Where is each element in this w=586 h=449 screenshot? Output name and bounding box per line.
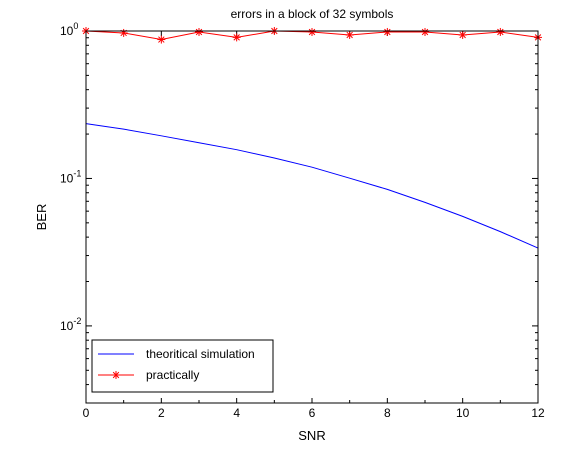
data-point-practically xyxy=(308,27,316,36)
x-tick-label: 4 xyxy=(233,406,240,420)
y-tick-label: 100 xyxy=(60,21,78,38)
y-tick-exponent: -1 xyxy=(73,168,81,178)
star-stroke xyxy=(158,36,165,43)
legend: theoritical simulation practically xyxy=(91,339,274,393)
star-stroke xyxy=(459,31,466,39)
legend-box xyxy=(91,339,274,393)
legend-label: theoritical simulation xyxy=(146,347,255,361)
star-stroke xyxy=(233,34,240,41)
x-tick-label: 10 xyxy=(456,406,470,420)
star-stroke xyxy=(421,28,429,36)
chart-title: errors in a block of 32 symbols xyxy=(231,7,394,21)
data-point-practically xyxy=(345,30,354,39)
data-point-practically xyxy=(421,27,429,36)
x-tick-label: 8 xyxy=(384,406,391,420)
y-tick-base: 10 xyxy=(60,171,74,185)
star-stroke xyxy=(195,28,203,36)
x-tick-label: 2 xyxy=(158,406,165,420)
plot-frame xyxy=(85,30,539,404)
y-axis-label: BER xyxy=(34,204,49,231)
y-tick-exponent: -2 xyxy=(73,316,81,326)
legend-marker xyxy=(112,371,120,379)
legend-label: practically xyxy=(146,368,199,382)
data-point-practically xyxy=(232,33,241,42)
data-point-practically xyxy=(157,35,166,44)
x-tick-label: 12 xyxy=(531,406,545,420)
series-line-theoritical-simulation xyxy=(85,123,539,249)
data-point-practically xyxy=(195,27,203,36)
star-stroke xyxy=(497,28,504,36)
star-stroke xyxy=(346,31,353,39)
star-stroke xyxy=(308,28,316,36)
data-point-practically xyxy=(383,27,392,36)
x-tick-label: 0 xyxy=(83,406,90,420)
x-axis-label: SNR xyxy=(298,428,325,443)
y-tick-exponent: 0 xyxy=(73,21,78,31)
y-tick-base: 10 xyxy=(60,319,74,333)
y-tick-label: 10-1 xyxy=(60,168,81,185)
data-point-practically xyxy=(496,27,505,36)
x-tick-label: 6 xyxy=(309,406,316,420)
data-point-practically xyxy=(119,28,128,37)
y-tick-label: 10-2 xyxy=(60,316,81,333)
star-stroke xyxy=(384,28,391,36)
data-point-practically xyxy=(458,30,467,39)
y-tick-base: 10 xyxy=(60,24,74,38)
star-stroke xyxy=(112,371,120,379)
